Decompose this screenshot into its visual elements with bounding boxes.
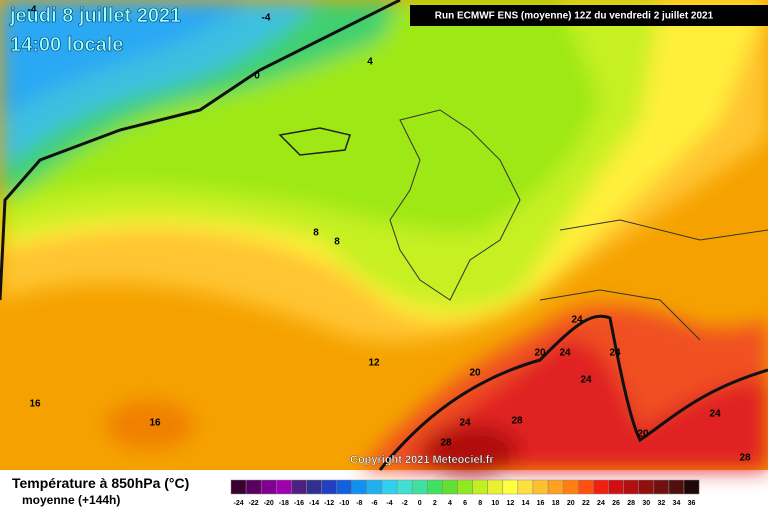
contour-label: 16 bbox=[29, 399, 41, 410]
colorbar-swatch bbox=[427, 479, 443, 495]
colorbar-label: -10 bbox=[339, 500, 349, 507]
colorbar-swatch bbox=[638, 479, 655, 495]
colorbar-swatch bbox=[321, 479, 337, 495]
colorbar-swatch bbox=[276, 479, 292, 495]
colorbar-label: -16 bbox=[294, 500, 304, 507]
colorbar-label: 28 bbox=[627, 500, 635, 507]
colorbar-label: 4 bbox=[448, 500, 452, 507]
colorbar-label: 2 bbox=[433, 500, 437, 507]
colorbar-swatch bbox=[653, 479, 670, 495]
colorbar-label: 20 bbox=[567, 500, 575, 507]
colorbar-swatch bbox=[381, 479, 398, 495]
colorbar-label: 14 bbox=[522, 500, 530, 507]
colorbar-swatch bbox=[517, 479, 534, 495]
colorbar-label: -6 bbox=[371, 500, 377, 507]
run-info: Run ECMWF ENS (moyenne) 12Z du vendredi … bbox=[435, 11, 714, 22]
colorbar-swatch bbox=[668, 479, 685, 495]
colorbar-label: 0 bbox=[418, 500, 422, 507]
contour-label: 20 bbox=[534, 348, 546, 359]
legend-title: Température à 850hPa (°C) bbox=[12, 475, 189, 491]
colorbar-label: 30 bbox=[642, 500, 650, 507]
colorbar-label: 6 bbox=[463, 500, 467, 507]
colorbar-swatch bbox=[593, 479, 609, 495]
colorbar-swatch bbox=[457, 479, 473, 495]
colorbar-label: -22 bbox=[249, 500, 259, 507]
colorbar-swatch bbox=[336, 479, 353, 495]
colorbar-swatch bbox=[487, 479, 504, 495]
colorbar-label: 32 bbox=[657, 500, 665, 507]
contour-label: 8 bbox=[313, 228, 319, 239]
colorbar-label: -18 bbox=[279, 500, 289, 507]
colorbar-label: 18 bbox=[552, 500, 560, 507]
contour-label: 24 bbox=[559, 348, 571, 359]
colorbar-label: -14 bbox=[309, 500, 319, 507]
contour-label: 28 bbox=[739, 453, 751, 464]
colorbar-label: 36 bbox=[688, 500, 696, 507]
colorbar-swatch bbox=[230, 479, 247, 495]
contour-label: 16 bbox=[149, 418, 161, 429]
contour-label: 24 bbox=[459, 418, 471, 429]
colorbar-swatch bbox=[562, 479, 579, 495]
colorbar-label: 26 bbox=[612, 500, 620, 507]
colorbar-label: 22 bbox=[582, 500, 590, 507]
contour-label: 24 bbox=[571, 315, 583, 326]
temperature-field bbox=[0, 0, 768, 475]
colorbar-swatch bbox=[291, 479, 307, 495]
colorbar-swatch bbox=[411, 479, 428, 495]
colorbar-swatch bbox=[396, 479, 413, 495]
contour-label: 20 bbox=[469, 368, 481, 379]
contour-label: -4 bbox=[262, 13, 271, 24]
colorbar: -24 -22 -20 -18 -16 -14 -12 -10 -8 -6 -4 -2 0 2 4 6 8 10 1… bbox=[230, 479, 700, 507]
colorbar-label: 12 bbox=[506, 500, 514, 507]
colorbar-label: 24 bbox=[597, 500, 605, 507]
colorbar-swatch bbox=[547, 479, 564, 495]
colorbar-swatch bbox=[472, 479, 488, 495]
colorbar-swatch bbox=[442, 479, 458, 495]
contour-label: 12 bbox=[368, 358, 380, 369]
colorbar-label: 34 bbox=[673, 500, 681, 507]
colorbar-label: -4 bbox=[386, 500, 392, 507]
colorbar-swatch bbox=[366, 479, 383, 495]
colorbar-swatch bbox=[578, 479, 594, 495]
colorbar-label: -12 bbox=[324, 500, 334, 507]
colorbar-swatch bbox=[683, 479, 700, 495]
contour-label: 20 bbox=[637, 429, 649, 440]
legend-subtitle: moyenne (+144h) bbox=[22, 493, 120, 507]
colorbar-label: -2 bbox=[402, 500, 408, 507]
colorbar-label: -24 bbox=[233, 500, 243, 507]
copyright: Copyright 2021 Meteociel.fr bbox=[350, 454, 494, 466]
contour-label: 28 bbox=[440, 438, 452, 449]
colorbar-label: -20 bbox=[264, 500, 274, 507]
contour-label: 8 bbox=[334, 237, 340, 248]
colorbar-label: 16 bbox=[537, 500, 545, 507]
colorbar-swatch bbox=[532, 479, 549, 495]
colorbar-label: -8 bbox=[356, 500, 362, 507]
colorbar-swatch bbox=[608, 479, 624, 495]
colorbar-swatch bbox=[245, 479, 262, 495]
contour-label: 28 bbox=[511, 416, 523, 427]
forecast-time: 14:00 locale bbox=[10, 34, 123, 56]
contour-label: 24 bbox=[609, 348, 621, 359]
contour-labels: -4 -4 0 4 8 8 12 16 16 20 20 24 24 24 24 28 28 24 20 24 28 bbox=[28, 5, 751, 464]
colorbar-swatch bbox=[351, 479, 368, 495]
colorbar-swatch bbox=[502, 479, 519, 495]
contour-label: 24 bbox=[709, 409, 721, 420]
contour-label: 24 bbox=[580, 375, 592, 386]
contour-label: 0 bbox=[254, 71, 260, 82]
colorbar-swatch bbox=[623, 479, 639, 495]
contour-label: 4 bbox=[367, 57, 373, 68]
colorbar-label: 8 bbox=[478, 500, 482, 507]
forecast-date: jeudi 8 juillet 2021 bbox=[9, 5, 181, 27]
colorbar-swatch bbox=[260, 479, 277, 495]
run-box bbox=[410, 5, 768, 26]
contour-label: -4 bbox=[28, 5, 37, 16]
colorbar-label: 10 bbox=[491, 500, 499, 507]
colorbar-swatch bbox=[306, 479, 322, 495]
